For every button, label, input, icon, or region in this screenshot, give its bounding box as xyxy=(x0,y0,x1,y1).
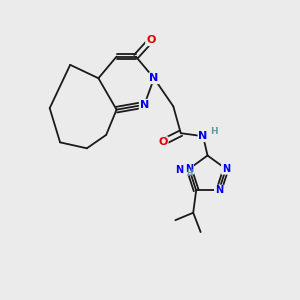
Text: N: N xyxy=(140,100,149,110)
Text: N: N xyxy=(176,165,184,175)
Text: N: N xyxy=(222,164,230,174)
Text: O: O xyxy=(158,137,168,147)
Text: N: N xyxy=(198,131,208,141)
Text: H: H xyxy=(211,127,218,136)
Text: O: O xyxy=(146,35,155,45)
Text: H: H xyxy=(186,169,193,178)
Text: N: N xyxy=(215,185,223,195)
Text: N: N xyxy=(149,73,159,83)
Text: N: N xyxy=(185,164,193,174)
